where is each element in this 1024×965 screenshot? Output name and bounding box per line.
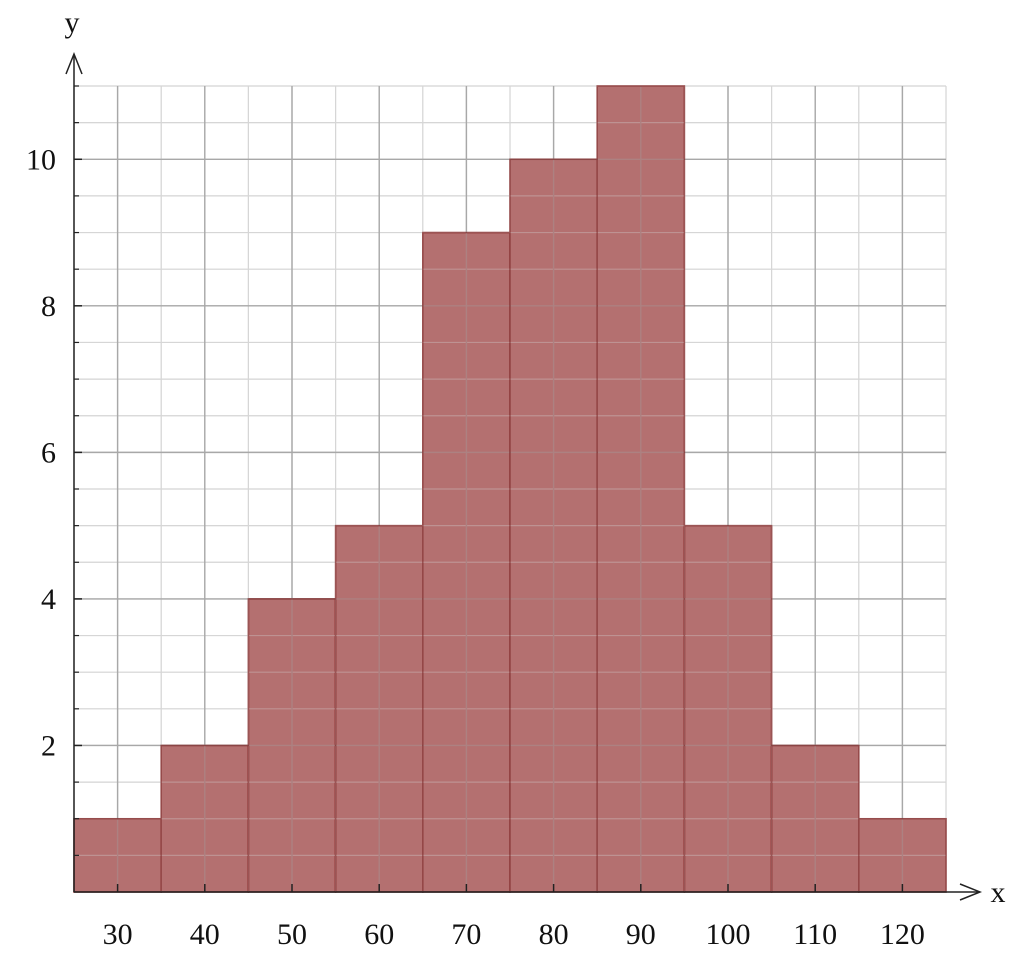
x-tick-label: 110 bbox=[793, 918, 837, 951]
bars bbox=[73, 85, 947, 893]
y-arrow bbox=[65, 51, 83, 75]
bar bbox=[160, 744, 250, 893]
x-tick-label: 70 bbox=[451, 918, 481, 951]
bar bbox=[858, 817, 947, 893]
y-tick-label: 4 bbox=[41, 583, 56, 616]
grid-overlay bbox=[73, 85, 947, 892]
y-axis-label: y bbox=[65, 6, 80, 39]
x-tick-label: 120 bbox=[880, 918, 925, 951]
x-tick-label: 50 bbox=[277, 918, 307, 951]
bar bbox=[596, 85, 686, 893]
x-tick-label: 100 bbox=[706, 918, 751, 951]
bar bbox=[422, 231, 511, 893]
bar bbox=[683, 524, 773, 893]
bar bbox=[73, 817, 162, 893]
bar bbox=[247, 598, 337, 893]
y-tick-label: 2 bbox=[41, 729, 56, 762]
x-tick-label: 30 bbox=[103, 918, 133, 951]
x-tick-label: 60 bbox=[364, 918, 394, 951]
x-tick-label: 90 bbox=[626, 918, 656, 951]
x-axis-label: x bbox=[991, 876, 1006, 909]
x-tick-label: 80 bbox=[539, 918, 569, 951]
x-tick-label: 40 bbox=[190, 918, 220, 951]
y-tick-label: 6 bbox=[41, 436, 56, 469]
y-tick-label: 10 bbox=[26, 143, 56, 176]
y-tick-label: 8 bbox=[41, 290, 56, 323]
bar bbox=[770, 744, 860, 893]
x-arrow bbox=[959, 883, 983, 901]
axes bbox=[65, 51, 983, 901]
